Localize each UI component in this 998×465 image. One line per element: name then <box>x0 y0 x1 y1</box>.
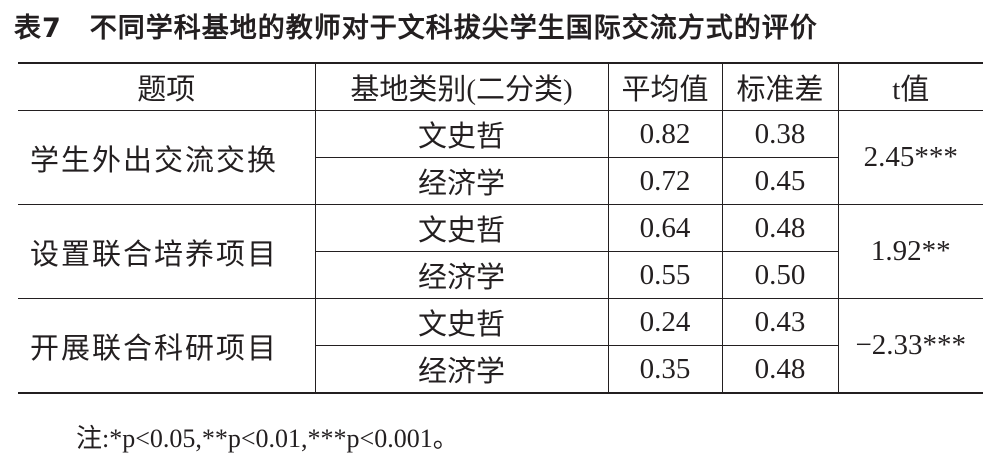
item-cell: 学生外出交流交换 <box>18 110 316 205</box>
table-row: 开展联合科研项目 文史哲 0.24 0.43 −2.33*** <box>18 298 983 394</box>
mean-cell: 0.82 <box>607 110 723 158</box>
table-note: 注:*p<0.05,**p<0.01,***p<0.001。 <box>76 424 459 453</box>
header-cell: 平均值 <box>607 62 723 111</box>
sd-cell: 0.48 <box>721 204 839 252</box>
category-cell: 文史哲 <box>314 204 609 252</box>
sd-cell: 0.50 <box>721 251 838 299</box>
mean-cell: 0.24 <box>607 298 723 346</box>
item-cell: 开展联合科研项目 <box>18 298 316 394</box>
sd-cell: 0.43 <box>721 298 839 346</box>
t-cell: 2.45*** <box>837 110 983 205</box>
header-row: 题项 基地类别(二分类) 平均值 标准差 t值 <box>18 62 983 111</box>
mean-cell: 0.72 <box>607 157 723 205</box>
sd-cell: 0.48 <box>721 345 838 394</box>
mean-cell: 0.55 <box>607 251 723 299</box>
sd-cell: 0.45 <box>721 157 838 205</box>
table-row: 经济学 0.35 0.48 <box>18 345 983 394</box>
table-row: 经济学 0.72 0.45 <box>18 157 983 205</box>
table-row: 设置联合培养项目 文史哲 0.64 0.48 1.92** <box>18 204 983 299</box>
header-cell: 题项 <box>18 62 316 111</box>
mean-cell: 0.64 <box>607 204 723 252</box>
table-title: 表7 不同学科基地的教师对于文科拔尖学生国际交流方式的评价 <box>14 13 818 44</box>
category-cell: 经济学 <box>315 345 609 394</box>
header-cell: 标准差 <box>721 62 839 111</box>
header-cell: 基地类别(二分类) <box>314 62 609 111</box>
table-row: 学生外出交流交换 文史哲 0.82 0.38 2.45*** <box>18 110 983 205</box>
category-cell: 文史哲 <box>314 298 609 346</box>
category-cell: 文史哲 <box>314 110 609 158</box>
table: 题项 基地类别(二分类) 平均值 标准差 t值 学生外出交流交换 文史哲 0.82 0.38 2… <box>18 62 983 394</box>
table-row: 经济学 0.55 0.50 <box>18 251 983 299</box>
item-cell: 设置联合培养项目 <box>18 204 316 299</box>
category-cell: 经济学 <box>315 157 609 205</box>
t-cell: −2.33*** <box>837 298 983 394</box>
sd-cell: 0.38 <box>721 110 839 158</box>
category-cell: 经济学 <box>315 251 609 299</box>
header-cell: t值 <box>837 62 983 111</box>
mean-cell: 0.35 <box>607 345 723 394</box>
t-cell: 1.92** <box>837 204 983 299</box>
